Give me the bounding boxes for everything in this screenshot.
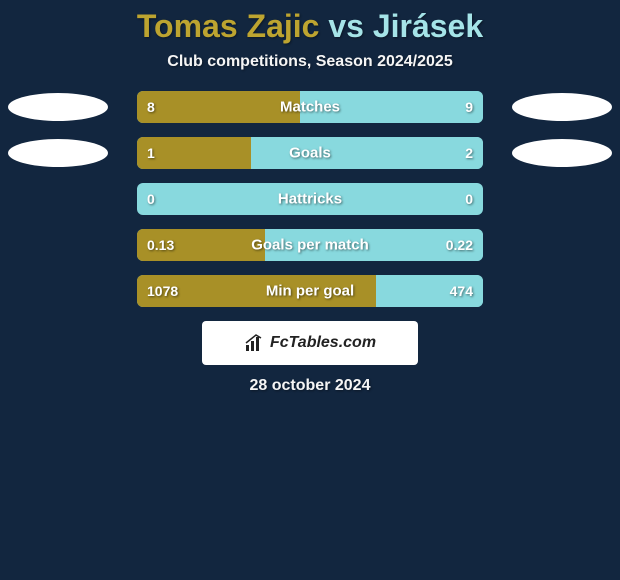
logo-box[interactable]: FcTables.com [202,321,418,365]
bar-left-fill [137,91,300,123]
stat-value-right: 0.22 [446,237,473,253]
stat-bar: 0 0 Hattricks [137,183,483,215]
player-left-name: Tomas Zajic [137,8,320,44]
stat-value-left: 0 [147,191,155,207]
stat-row: 0 0 Hattricks [0,183,620,215]
stat-row: 8 9 Matches [0,91,620,123]
stat-bar: 8 9 Matches [137,91,483,123]
stat-value-right: 9 [465,99,473,115]
stat-row: 0.13 0.22 Goals per match [0,229,620,261]
chart-icon [244,333,264,353]
stat-label: Goals per match [251,237,369,254]
stat-row: 1 2 Goals [0,137,620,169]
stat-label: Hattricks [278,191,342,208]
player-left-oval [8,93,108,121]
page-title: Tomas Zajic vs Jirásek [137,8,483,45]
comparison-card: Tomas Zajic vs Jirásek Club competitions… [0,0,620,580]
stat-bar: 1078 474 Min per goal [137,275,483,307]
player-right-name: Jirásek [373,8,483,44]
stat-value-right: 0 [465,191,473,207]
player-right-oval [512,139,612,167]
stat-row: 1078 474 Min per goal [0,275,620,307]
stat-value-left: 1078 [147,283,178,299]
stat-value-left: 8 [147,99,155,115]
stat-label: Matches [280,99,340,116]
bar-right-fill [251,137,483,169]
stat-label: Goals [289,145,331,162]
logo-text: FcTables.com [270,334,376,352]
date-line: 28 october 2024 [250,377,371,395]
stat-bar: 0.13 0.22 Goals per match [137,229,483,261]
subtitle: Club competitions, Season 2024/2025 [167,53,452,71]
stat-label: Min per goal [266,283,354,300]
stat-value-left: 0.13 [147,237,174,253]
stat-value-right: 474 [450,283,473,299]
stat-value-right: 2 [465,145,473,161]
stat-value-left: 1 [147,145,155,161]
player-right-oval [512,93,612,121]
stat-bar: 1 2 Goals [137,137,483,169]
chart-area: 8 9 Matches 1 2 Goals 0 0 Hattricks 0.13 0.22 Goals… [0,91,620,307]
title-vs: vs [319,8,372,44]
player-left-oval [8,139,108,167]
